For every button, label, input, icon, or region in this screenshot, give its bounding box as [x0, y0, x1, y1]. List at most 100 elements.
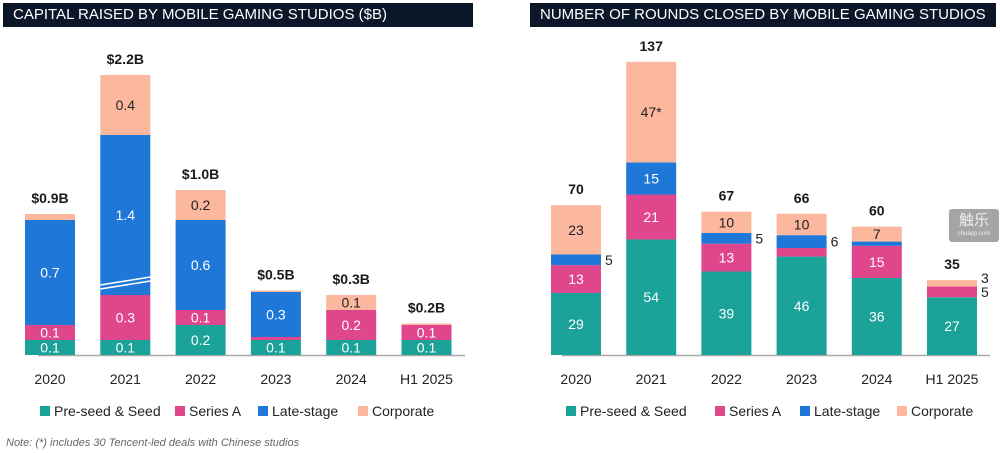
x-tick-label: 2021	[110, 371, 141, 387]
x-tick-label: 2021	[636, 371, 667, 387]
data-label: 0.1	[341, 295, 361, 311]
legend-swatch	[40, 406, 50, 416]
data-label: 15	[869, 254, 885, 270]
footnote: Note: (*) includes 30 Tencent-led deals …	[6, 437, 300, 449]
bar-segment-late-stage-2022	[701, 233, 752, 244]
bar-segment-series-a-H1-2025	[927, 286, 977, 298]
bar-segment-late-stage-2022	[175, 220, 226, 310]
data-label: 0.1	[40, 325, 60, 341]
bar-segment-pre-seed-seed-2020	[551, 292, 601, 355]
data-label: 0.3	[266, 307, 286, 323]
data-label: 13	[719, 250, 735, 266]
data-label: 0.6	[191, 257, 211, 273]
bar-segment-pre-seed-seed-2021	[626, 239, 677, 355]
bar-segment-pre-seed-seed-2022	[175, 325, 226, 355]
right-chart-title: NUMBER OF ROUNDS CLOSED BY MOBILE GAMING…	[530, 3, 996, 27]
bar-segment-series-a-2022	[175, 310, 226, 325]
x-tick-label: 2024	[336, 371, 367, 387]
data-label: 0.2	[191, 332, 211, 348]
legend-entry: Late-stage	[272, 403, 338, 419]
bar-segment-corporate-2023	[776, 213, 827, 236]
data-label: 3	[981, 270, 989, 286]
data-label: 0.2	[341, 317, 361, 333]
total-label: $0.5B	[257, 267, 294, 283]
legend-entry: Pre-seed & Seed	[580, 403, 687, 419]
data-label: 10	[794, 216, 810, 232]
bar-segment-series-a-2023	[250, 337, 301, 340]
bar-segment-series-a-2020	[25, 325, 75, 340]
legend-entry: Series A	[729, 403, 782, 419]
data-label: 0.2	[191, 197, 211, 213]
bar-segment-pre-seed-seed-2020	[25, 340, 75, 355]
legend-entry: Corporate	[372, 403, 434, 419]
bar-segment-series-a-2021	[100, 295, 151, 340]
data-label: 15	[643, 170, 659, 186]
bar-segment-pre-seed-seed-H1-2025	[927, 297, 977, 355]
x-tick-label: 2022	[185, 371, 216, 387]
watermark-text: 触乐	[958, 212, 989, 229]
x-tick-label: 2020	[34, 371, 65, 387]
data-label: 46	[794, 298, 810, 314]
data-label: 7	[873, 226, 881, 242]
total-label: $2.2B	[107, 51, 144, 67]
total-label: $1.0B	[182, 166, 219, 182]
watermark-sub: chuapp.com	[957, 231, 991, 237]
data-label: 54	[643, 289, 659, 305]
data-label: 29	[568, 316, 584, 332]
bar-segment-late-stage-2021	[626, 162, 677, 195]
data-label: 0.4	[116, 97, 136, 113]
total-label: 67	[719, 188, 735, 204]
bar-segment-pre-seed-seed-2021	[100, 340, 151, 355]
bar-segment-pre-seed-seed-2023	[250, 340, 301, 355]
bar-segment-pre-seed-seed-2024	[326, 340, 377, 355]
x-tick-label: 2023	[260, 371, 291, 387]
total-label: 60	[869, 203, 885, 219]
legend-swatch	[897, 406, 907, 416]
data-label: 13	[568, 271, 584, 287]
bar-segment-late-stage-2020	[551, 254, 601, 266]
data-label: 5	[605, 252, 613, 268]
watermark-logo: 触乐 chuapp.com	[949, 209, 999, 242]
bar-segment-late-stage-2023	[250, 292, 301, 337]
bar-segment-series-a-2023	[776, 248, 827, 257]
bar-segment-pre-seed-seed-H1-2025	[401, 340, 452, 355]
bar-segment-series-a-2021	[626, 194, 677, 240]
legend-swatch	[358, 406, 368, 416]
bar-segment-corporate-H1-2025	[927, 280, 977, 287]
bar-segment-corporate-2022	[701, 211, 752, 234]
bar-segment-corporate-2020	[551, 205, 601, 255]
axis-break-mark	[100, 280, 151, 290]
total-label: 137	[640, 38, 664, 54]
data-label: 5	[755, 230, 763, 246]
bar-segment-corporate-2022	[175, 190, 226, 220]
data-label: 5	[981, 284, 989, 300]
data-label: 0.1	[341, 340, 361, 356]
total-label: $0.2B	[408, 300, 445, 316]
total-label: 66	[794, 190, 810, 206]
data-label: 0.7	[40, 265, 60, 281]
bar-segment-corporate-2021	[100, 75, 151, 135]
bar-segment-corporate-H1-2025	[401, 323, 452, 325]
data-label: 0.1	[266, 340, 286, 356]
legend-entry: Corporate	[911, 403, 973, 419]
bar-segment-series-a-2024	[851, 245, 902, 278]
legend-entry: Series A	[189, 403, 242, 419]
data-label: 36	[869, 308, 885, 324]
bar-segment-series-a-H1-2025	[401, 325, 452, 340]
axis-break-mark	[100, 276, 151, 286]
data-label: 21	[643, 209, 659, 225]
data-label: 0.1	[417, 325, 437, 341]
data-label: 47*	[641, 104, 663, 120]
bar-segment-pre-seed-seed-2022	[701, 271, 752, 355]
legend-swatch	[258, 406, 268, 416]
data-label: 10	[719, 214, 735, 230]
bar-segment-corporate-2021	[626, 61, 677, 163]
legend-swatch	[800, 406, 810, 416]
bar-segment-corporate-2024	[851, 226, 902, 242]
bar-segment-late-stage-2024	[851, 241, 902, 246]
data-label: 0.3	[116, 310, 136, 326]
data-label: 0.1	[116, 340, 136, 356]
data-label: 27	[944, 318, 960, 334]
bar-segment-late-stage-2023	[776, 235, 827, 248]
